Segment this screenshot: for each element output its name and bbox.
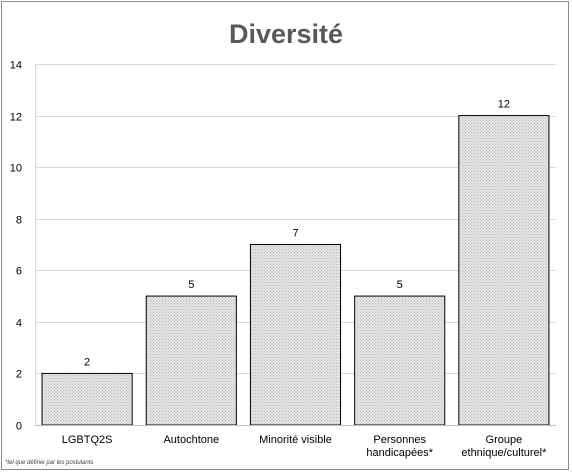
x-tick-label: LGBTQ2S: [62, 434, 113, 446]
data-label: 5: [397, 279, 403, 291]
y-tick-label: 14: [10, 60, 22, 72]
y-tick-label: 0: [16, 421, 22, 433]
chart-title: Diversité: [229, 19, 343, 49]
x-tick-label: Autochtone: [163, 434, 219, 446]
x-tick-label: Personnes handicapées*: [366, 434, 433, 459]
footnote: *tel que définie par les postulants: [5, 460, 94, 466]
data-label: 12: [498, 99, 510, 111]
y-tick-label: 6: [16, 266, 22, 278]
bars: 2 5 7 5 12: [41, 99, 550, 426]
data-label: 2: [84, 356, 90, 368]
y-tick-label: 2: [16, 369, 22, 381]
y-tick-label: 12: [10, 112, 22, 124]
bar: [458, 115, 550, 426]
y-tick-label: 10: [10, 163, 22, 175]
x-axis: LGBTQ2S Autochtone Minorité visible Personn…: [35, 425, 556, 459]
y-tick-label: 4: [16, 318, 22, 330]
y-tick-label: 8: [16, 215, 22, 227]
data-label: 7: [292, 228, 298, 240]
bar: [41, 372, 133, 426]
bar: [249, 244, 342, 426]
data-label: 5: [188, 279, 194, 291]
y-axis: 0 2 4 6 8 10 12 14: [10, 60, 36, 433]
bar: [354, 295, 446, 426]
x-tick-label: Minorité visible: [259, 434, 332, 446]
x-tick-label: Groupe ethnique/culturel*: [461, 434, 547, 459]
bar: [145, 295, 237, 426]
